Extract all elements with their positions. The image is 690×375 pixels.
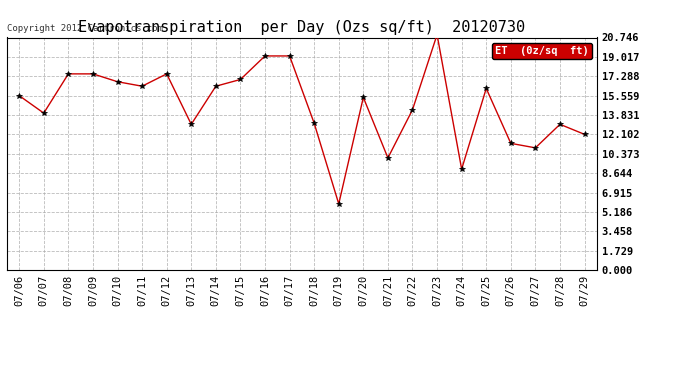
Legend: ET  (0z/sq  ft): ET (0z/sq ft): [492, 43, 591, 59]
Title: Evapotranspiration  per Day (Ozs sq/ft)  20120730: Evapotranspiration per Day (Ozs sq/ft) 2…: [78, 20, 526, 35]
Text: Copyright 2012 Cartronics.com: Copyright 2012 Cartronics.com: [7, 24, 163, 33]
